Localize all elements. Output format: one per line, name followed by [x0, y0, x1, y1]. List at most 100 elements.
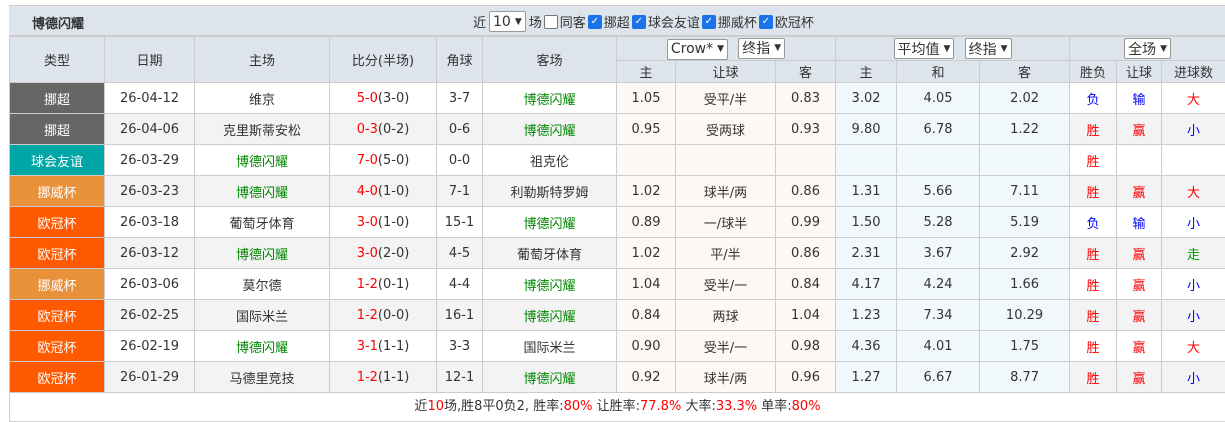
- odds-home: 0.92: [616, 361, 676, 393]
- score[interactable]: 5-0(3-0): [329, 82, 437, 114]
- avg-draw: 4.05: [896, 82, 981, 114]
- away-team[interactable]: 博德闪耀: [482, 361, 617, 393]
- home-team[interactable]: 博德闪耀: [194, 144, 330, 176]
- score[interactable]: 7-0(5-0): [329, 144, 437, 176]
- league-type[interactable]: 欧冠杯: [9, 206, 105, 238]
- away-team[interactable]: 祖克伦: [482, 144, 617, 176]
- table-row[interactable]: 欧冠杯 26-02-25 国际米兰 1-2(0-0) 16-1 博德闪耀 0.8…: [9, 299, 1225, 331]
- odds-away: 0.99: [774, 206, 837, 238]
- scope-select[interactable]: 全场 ▼: [1124, 38, 1172, 59]
- home-team[interactable]: 博德闪耀: [194, 175, 330, 207]
- score[interactable]: 1-2(0-0): [329, 299, 437, 331]
- odds-home: 0.90: [616, 330, 676, 362]
- recent-count-select[interactable]: 10 ▼: [489, 11, 526, 32]
- away-team[interactable]: 博德闪耀: [482, 299, 617, 331]
- league-type[interactable]: 挪威杯: [9, 175, 105, 207]
- league-type[interactable]: 挪威杯: [9, 268, 105, 300]
- league-checkbox[interactable]: ✓: [587, 14, 602, 29]
- result: 负: [1069, 82, 1118, 114]
- match-date: 26-03-12: [104, 237, 195, 269]
- odds-handicap: 平/半: [675, 237, 776, 269]
- table-row[interactable]: 欧冠杯 26-03-12 博德闪耀 3-0(2-0) 4-5 葡萄牙体育 1.0…: [9, 237, 1225, 269]
- table-row[interactable]: 球会友谊 26-03-29 博德闪耀 7-0(5-0) 0-0 祖克伦 胜: [9, 144, 1225, 176]
- league-type[interactable]: 欧冠杯: [9, 361, 105, 393]
- home-team[interactable]: 博德闪耀: [194, 330, 330, 362]
- result: 胜: [1069, 330, 1118, 362]
- home-team[interactable]: 莫尔德: [194, 268, 330, 300]
- score[interactable]: 3-1(1-1): [329, 330, 437, 362]
- score[interactable]: 4-0(1-0): [329, 175, 437, 207]
- score[interactable]: 1-2(1-1): [329, 361, 437, 393]
- league-type[interactable]: 欧冠杯: [9, 237, 105, 269]
- odds-company-select[interactable]: Crow* ▼: [666, 38, 729, 60]
- goals-result: 小: [1161, 299, 1225, 331]
- table-row[interactable]: 挪威杯 26-03-23 博德闪耀 4-0(1-0) 7-1 利勒斯特罗姆 1.…: [9, 175, 1225, 207]
- full-score: 1-2: [356, 369, 378, 385]
- header-away: 客场: [482, 36, 617, 83]
- odds-handicap: 球半/两: [675, 175, 776, 207]
- corners: 3-7: [436, 82, 483, 114]
- header-date: 日期: [104, 36, 195, 83]
- league-type[interactable]: 球会友谊: [9, 144, 105, 176]
- league-type[interactable]: 欧冠杯: [9, 299, 105, 331]
- avg-draw: [896, 144, 981, 176]
- league-checkbox[interactable]: ✓: [701, 14, 716, 29]
- avg-draw: 4.24: [896, 268, 981, 300]
- odds-handicap: 受两球: [675, 113, 776, 145]
- away-team[interactable]: 博德闪耀: [482, 268, 617, 300]
- table-row[interactable]: 挪威杯 26-03-06 莫尔德 1-2(0-1) 4-4 博德闪耀 1.04 …: [9, 268, 1225, 300]
- goals-result: 大: [1161, 82, 1225, 114]
- avg-home: [835, 144, 898, 176]
- result: 胜: [1069, 144, 1118, 176]
- league-type[interactable]: 欧冠杯: [9, 330, 105, 362]
- league-checkbox[interactable]: ✓: [758, 14, 773, 29]
- table-row[interactable]: 欧冠杯 26-01-29 马德里竞技 1-2(1-1) 12-1 博德闪耀 0.…: [9, 361, 1225, 393]
- odds-selects: Crow* ▼ 终指 ▼: [615, 36, 837, 61]
- summary-text: 单率:: [757, 399, 792, 414]
- home-team[interactable]: 葡萄牙体育: [194, 206, 330, 238]
- table-row[interactable]: 挪超 26-04-12 维京 5-0(3-0) 3-7 博德闪耀 1.05 受平…: [9, 82, 1225, 114]
- avg-away: 5.19: [979, 206, 1071, 238]
- league-checkbox[interactable]: ✓: [631, 14, 646, 29]
- away-team[interactable]: 博德闪耀: [482, 206, 617, 238]
- league-label: 挪威杯: [717, 16, 757, 31]
- league-type[interactable]: 挪超: [9, 113, 105, 145]
- avg-home: 1.27: [835, 361, 898, 393]
- table-row[interactable]: 欧冠杯 26-02-19 博德闪耀 3-1(1-1) 3-3 国际米兰 0.90…: [9, 330, 1225, 362]
- table-row[interactable]: 挪超 26-04-06 克里斯蒂安松 0-3(0-2) 0-6 博德闪耀 0.9…: [9, 113, 1225, 145]
- home-team[interactable]: 博德闪耀: [194, 237, 330, 269]
- result: 胜: [1069, 237, 1118, 269]
- odds-away: 0.84: [774, 268, 837, 300]
- away-team[interactable]: 葡萄牙体育: [482, 237, 617, 269]
- away-team[interactable]: 博德闪耀: [482, 82, 617, 114]
- odds-home: 0.89: [616, 206, 676, 238]
- corners: 4-4: [436, 268, 483, 300]
- half-score: (3-0): [377, 90, 410, 106]
- score[interactable]: 0-3(0-2): [329, 113, 437, 145]
- summary-text: 近: [414, 399, 428, 414]
- handicap-result: 输: [1116, 82, 1163, 114]
- away-team[interactable]: 国际米兰: [482, 330, 617, 362]
- home-team[interactable]: 克里斯蒂安松: [194, 113, 330, 145]
- table-row[interactable]: 欧冠杯 26-03-18 葡萄牙体育 3-0(1-0) 15-1 博德闪耀 0.…: [9, 206, 1225, 238]
- home-team[interactable]: 国际米兰: [194, 299, 330, 331]
- away-team[interactable]: 利勒斯特罗姆: [482, 175, 617, 207]
- half-score: (1-0): [377, 183, 410, 199]
- odds-type-select[interactable]: 终指 ▼: [738, 37, 786, 59]
- score[interactable]: 1-2(0-1): [329, 268, 437, 300]
- score[interactable]: 3-0(2-0): [329, 237, 437, 269]
- avg-away: 2.92: [979, 237, 1071, 269]
- full-score: 1-2: [356, 276, 378, 292]
- avg-company-select[interactable]: 平均值 ▼: [893, 38, 955, 59]
- away-team[interactable]: 博德闪耀: [482, 113, 617, 145]
- home-team[interactable]: 马德里竞技: [194, 361, 330, 393]
- score[interactable]: 3-0(1-0): [329, 206, 437, 238]
- home-team[interactable]: 维京: [194, 82, 330, 114]
- corners: 12-1: [436, 361, 483, 393]
- league-type[interactable]: 挪超: [9, 82, 105, 114]
- select-value: 平均值: [897, 41, 940, 58]
- same-home-checkbox[interactable]: [543, 14, 558, 29]
- avg-type-select[interactable]: 终指 ▼: [964, 38, 1012, 59]
- half-score: (0-2): [377, 121, 410, 137]
- match-date: 26-03-18: [104, 206, 195, 238]
